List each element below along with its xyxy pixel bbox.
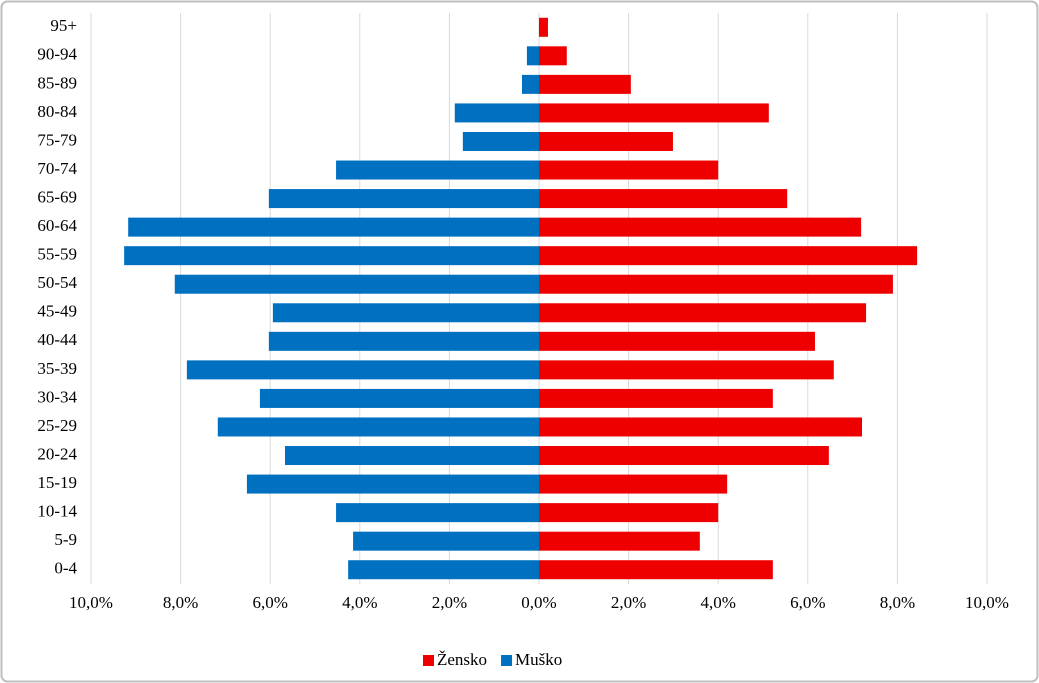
y-tick-label: 10-14 xyxy=(37,502,77,521)
bar xyxy=(539,17,548,37)
bar xyxy=(539,189,788,209)
bar xyxy=(217,417,539,437)
y-tick-label: 90-94 xyxy=(37,45,77,64)
y-tick-label: 55-59 xyxy=(37,245,77,264)
bar xyxy=(348,560,539,580)
bar xyxy=(539,303,867,323)
y-tick-label: 35-39 xyxy=(37,359,77,378)
bar xyxy=(124,246,539,266)
bar xyxy=(539,503,719,523)
bar xyxy=(246,474,540,494)
bar xyxy=(539,446,829,466)
bar xyxy=(174,274,539,294)
bar xyxy=(539,274,893,294)
bar xyxy=(268,331,539,351)
bar xyxy=(186,360,539,380)
legend-label: Muško xyxy=(515,650,562,669)
bar xyxy=(539,246,918,266)
x-tick-label: 8,0% xyxy=(163,593,198,612)
bar xyxy=(539,74,631,94)
y-tick-label: 45-49 xyxy=(37,302,77,321)
bar xyxy=(539,474,728,494)
bar xyxy=(539,217,862,237)
bar xyxy=(539,160,719,180)
y-tick-label: 95+ xyxy=(50,16,77,35)
bar xyxy=(539,331,815,351)
x-tick-label: 6,0% xyxy=(252,593,287,612)
bar xyxy=(336,160,539,180)
bar xyxy=(539,103,769,123)
y-tick-label: 0-4 xyxy=(54,559,77,578)
y-tick-label: 50-54 xyxy=(37,273,77,292)
bar xyxy=(539,46,567,66)
bar xyxy=(539,360,834,380)
bar xyxy=(454,103,539,123)
x-tick-label: 8,0% xyxy=(880,593,915,612)
y-tick-label: 25-29 xyxy=(37,416,77,435)
y-tick-label: 75-79 xyxy=(37,130,77,149)
legend-swatch xyxy=(501,655,513,666)
bar xyxy=(284,446,539,466)
bar xyxy=(462,131,539,151)
y-tick-label: 20-24 xyxy=(37,444,77,463)
bar xyxy=(336,503,539,523)
y-tick-label: 60-64 xyxy=(37,216,77,235)
x-tick-label: 0,0% xyxy=(521,593,556,612)
legend-swatch xyxy=(423,655,434,666)
x-tick-label: 10,0% xyxy=(69,593,113,612)
x-tick-label: 4,0% xyxy=(342,593,377,612)
bar xyxy=(521,74,539,94)
bar xyxy=(539,531,700,551)
y-tick-label: 30-34 xyxy=(37,387,77,406)
y-tick-label: 40-44 xyxy=(37,330,77,349)
bar xyxy=(353,531,539,551)
x-tick-label: 4,0% xyxy=(700,593,735,612)
bar xyxy=(272,303,539,323)
bar xyxy=(259,388,539,408)
y-tick-label: 65-69 xyxy=(37,187,77,206)
y-tick-label: 5-9 xyxy=(54,530,77,549)
legend-label: Žensko xyxy=(437,650,487,669)
bar xyxy=(539,131,673,151)
x-tick-label: 2,0% xyxy=(611,593,646,612)
bar xyxy=(539,388,773,408)
bar xyxy=(539,560,773,580)
bar xyxy=(268,189,539,209)
x-tick-label: 10,0% xyxy=(965,593,1009,612)
x-tick-label: 6,0% xyxy=(790,593,825,612)
y-tick-label: 85-89 xyxy=(37,73,77,92)
bar xyxy=(539,417,863,437)
y-tick-label: 15-19 xyxy=(37,473,77,492)
bar xyxy=(526,46,539,66)
x-tick-label: 2,0% xyxy=(432,593,467,612)
bar xyxy=(128,217,539,237)
y-tick-label: 80-84 xyxy=(37,102,77,121)
y-tick-label: 70-74 xyxy=(37,159,77,178)
